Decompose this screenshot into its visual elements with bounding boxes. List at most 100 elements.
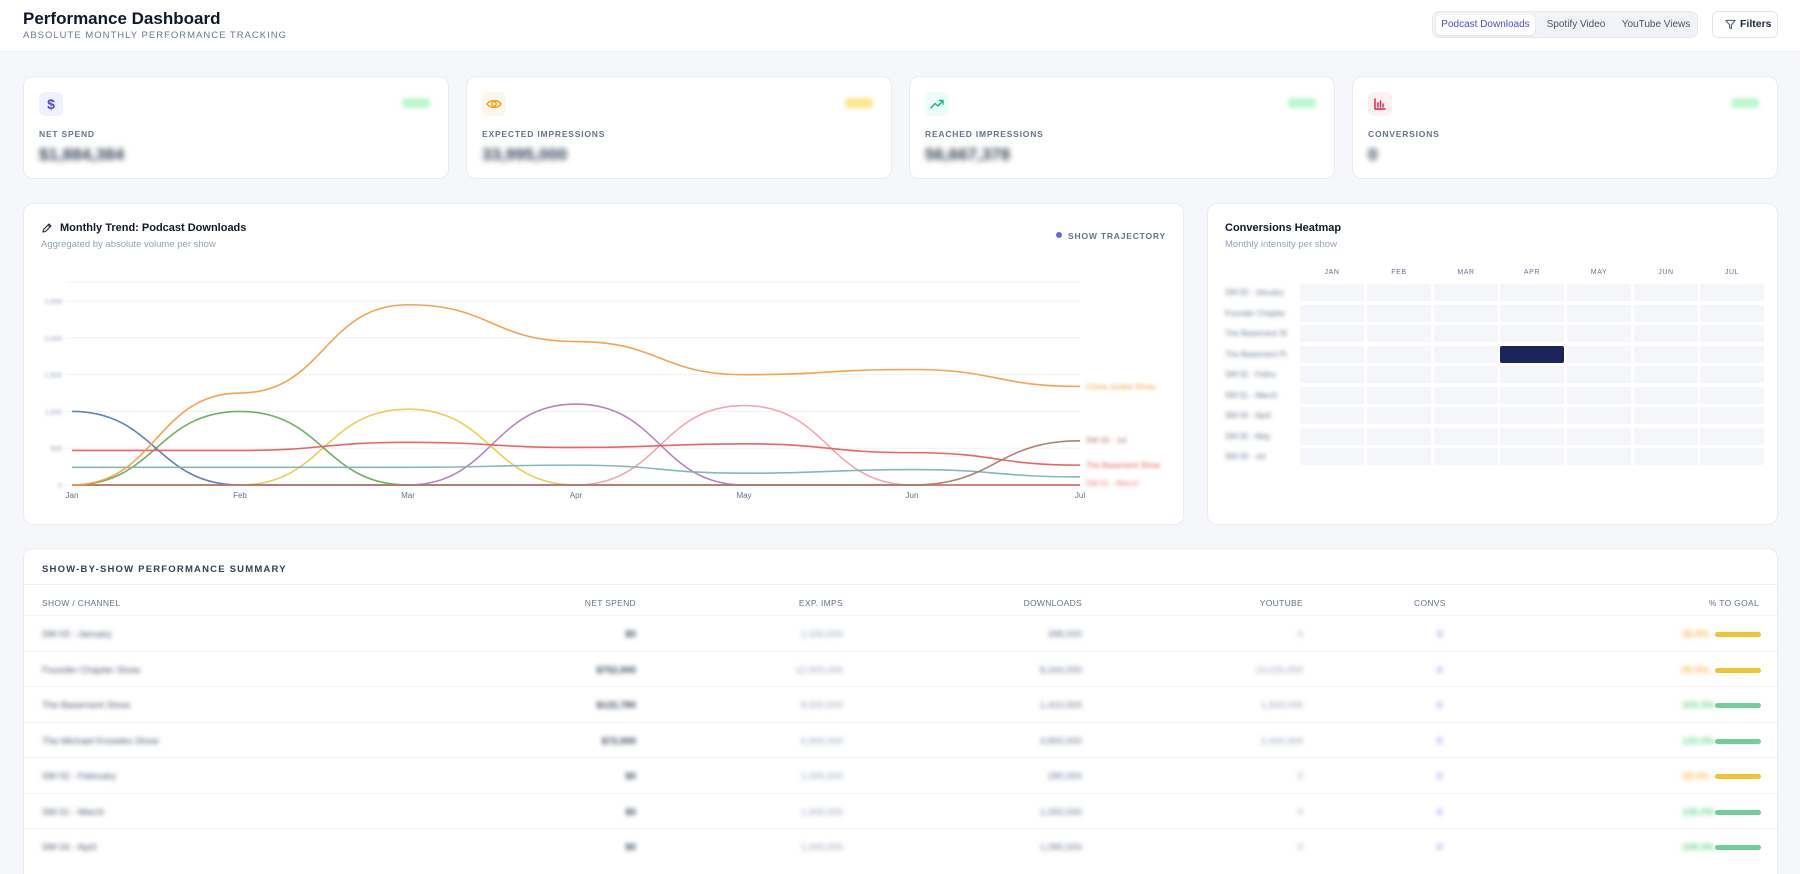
tab-spotify-video[interactable]: Spotify Video xyxy=(1546,19,1606,30)
heatmap-cell[interactable] xyxy=(1500,345,1564,363)
heatmap-row-label: SM 05 - May xyxy=(1225,431,1271,441)
table-row[interactable]: SM 04 - April $0 1,000,000 1,080,000 0 0 108.0… xyxy=(24,828,1777,864)
heatmap-cell[interactable] xyxy=(1700,304,1764,322)
heatmap-cell[interactable] xyxy=(1634,427,1698,445)
heatmap-cell[interactable] xyxy=(1567,386,1631,404)
heatmap-cell[interactable] xyxy=(1500,325,1564,342)
heatmap-cell[interactable] xyxy=(1500,284,1564,301)
heatmap-cell[interactable] xyxy=(1434,284,1498,301)
heatmap-cell[interactable] xyxy=(1367,366,1431,383)
heatmap-cell[interactable] xyxy=(1434,366,1498,383)
heatmap-cell[interactable] xyxy=(1567,284,1631,301)
heatmap-cell[interactable] xyxy=(1434,448,1498,465)
column-header-downloads[interactable]: DOWNLOADS xyxy=(1023,598,1082,608)
heatmap-cell[interactable] xyxy=(1434,386,1498,404)
heatmap-cell[interactable] xyxy=(1500,304,1564,322)
heatmap-cell[interactable] xyxy=(1500,427,1564,445)
heatmap-cell[interactable] xyxy=(1367,386,1431,404)
heatmap-cell[interactable] xyxy=(1434,325,1498,342)
heatmap-row-label: The Basement Show xyxy=(1225,329,1287,338)
heatmap-cell[interactable] xyxy=(1634,345,1698,363)
heatmap-cell[interactable] xyxy=(1634,284,1698,301)
heatmap-cell[interactable] xyxy=(1634,386,1698,404)
heatmap-month-label: MAY xyxy=(1590,269,1608,276)
heatmap-cell[interactable] xyxy=(1567,325,1631,342)
heatmap-cell[interactable] xyxy=(1567,366,1631,383)
heatmap-cell[interactable] xyxy=(1567,304,1631,322)
heatmap-cell[interactable] xyxy=(1700,448,1764,465)
dollar-icon: $ xyxy=(39,92,63,116)
column-header-convs[interactable]: CONVS xyxy=(1414,598,1446,608)
heatmap-cell[interactable] xyxy=(1367,284,1431,301)
heatmap-cell[interactable] xyxy=(1300,366,1364,383)
series-end-label: Crime Junkie Show xyxy=(1086,382,1155,391)
convs-cell: 0 xyxy=(1437,664,1443,676)
heatmap-cell[interactable] xyxy=(1367,345,1431,363)
goal-text: 108.0% xyxy=(1682,842,1715,853)
heatmap-cell[interactable] xyxy=(1700,284,1764,301)
convs-cell: 0 xyxy=(1437,700,1443,711)
heatmap-cell[interactable] xyxy=(1500,407,1564,424)
heatmap-cell[interactable] xyxy=(1634,325,1698,342)
show-trajectory-toggle[interactable]: SHOW TRAJECTORY xyxy=(1056,231,1166,241)
tab-podcast-downloads[interactable]: Podcast Downloads xyxy=(1436,15,1535,35)
column-header-show[interactable]: SHOW / CHANNEL xyxy=(42,598,121,608)
table-row[interactable]: The Basement Show $122,780 8,500,000 1,410,… xyxy=(24,686,1777,722)
table-row[interactable]: Founder Chapter Show $752,000 12,000,000 8,… xyxy=(24,650,1777,687)
heatmap-cell[interactable] xyxy=(1367,325,1431,342)
column-header-exp-imps[interactable]: EXP. IMPS xyxy=(798,598,843,608)
heatmap-cell[interactable] xyxy=(1300,325,1364,342)
table-row[interactable]: SM 03 - January $0 1,000,000 388,000 0 0 38.8% xyxy=(24,615,1777,651)
column-header-youtube[interactable]: YOUTUBE xyxy=(1259,598,1303,608)
heatmap-cell[interactable] xyxy=(1700,325,1764,342)
heatmap-cell[interactable] xyxy=(1634,304,1698,322)
column-header-goal[interactable]: % TO GOAL xyxy=(1708,598,1759,608)
heatmap-cell[interactable] xyxy=(1700,345,1764,363)
heatmap-cell[interactable] xyxy=(1300,427,1364,445)
series-end-label: SM 01 - March xyxy=(1086,479,1138,488)
heatmap-cell[interactable] xyxy=(1567,427,1631,445)
exp-imps-cell: 1,000,000 xyxy=(800,629,843,640)
heatmap-cell[interactable] xyxy=(1300,304,1364,322)
heatmap-cell[interactable] xyxy=(1700,427,1764,445)
heatmap-cell[interactable] xyxy=(1634,448,1698,465)
heatmap-cell[interactable] xyxy=(1700,407,1764,424)
heatmap-cell[interactable] xyxy=(1634,407,1698,424)
heatmap-cell[interactable] xyxy=(1367,407,1431,424)
status-badge xyxy=(845,98,873,108)
heatmap-cell[interactable] xyxy=(1367,304,1431,322)
heatmap-cell[interactable] xyxy=(1300,407,1364,424)
kpi-value: 56,667,378 xyxy=(925,145,1011,164)
heatmap-cell[interactable] xyxy=(1567,448,1631,465)
heatmap-cell[interactable] xyxy=(1300,386,1364,404)
heatmap-cell[interactable] xyxy=(1567,345,1631,363)
heatmap-cell[interactable] xyxy=(1300,345,1364,363)
heatmap-cell[interactable] xyxy=(1500,366,1564,383)
heatmap-cell[interactable] xyxy=(1367,427,1431,445)
heatmap-cell[interactable] xyxy=(1567,407,1631,424)
net-spend-cell: $0 xyxy=(625,771,636,782)
table-row[interactable]: The Michael Knowles Show $72,000 6,000,000… xyxy=(24,721,1777,758)
heatmap-cell[interactable] xyxy=(1434,427,1498,445)
heatmap-cell[interactable] xyxy=(1300,448,1364,465)
heatmap-cell[interactable] xyxy=(1700,366,1764,383)
heatmap-cell[interactable] xyxy=(1434,304,1498,322)
table-row[interactable]: SM 01 - March $0 1,000,000 1,050,000 0 0 105.0… xyxy=(24,792,1777,829)
net-spend-cell: $122,780 xyxy=(596,700,636,711)
heatmap-cell[interactable] xyxy=(1434,407,1498,424)
heatmap-cell[interactable] xyxy=(1300,284,1364,301)
table-row[interactable]: SM 02 - February $0 1,000,000 280,000 0 0 28.0… xyxy=(24,757,1777,793)
heatmap-cell[interactable] xyxy=(1634,366,1698,383)
exp-imps-cell: 1,000,000 xyxy=(800,842,843,853)
chart-title: Monthly Trend: Podcast Downloads xyxy=(60,222,247,234)
x-tick-label: Jul xyxy=(1075,491,1085,500)
heatmap-cell[interactable] xyxy=(1367,448,1431,465)
downloads-cell: 8,344,000 xyxy=(1039,664,1082,676)
filters-button[interactable]: Filters xyxy=(1712,11,1778,38)
heatmap-cell[interactable] xyxy=(1500,386,1564,404)
heatmap-cell[interactable] xyxy=(1434,345,1498,363)
heatmap-cell[interactable] xyxy=(1700,386,1764,404)
heatmap-cell[interactable] xyxy=(1500,448,1564,465)
tab-youtube-views[interactable]: YouTube Views xyxy=(1621,19,1691,30)
column-header-net-spend[interactable]: NET SPEND xyxy=(584,598,636,608)
